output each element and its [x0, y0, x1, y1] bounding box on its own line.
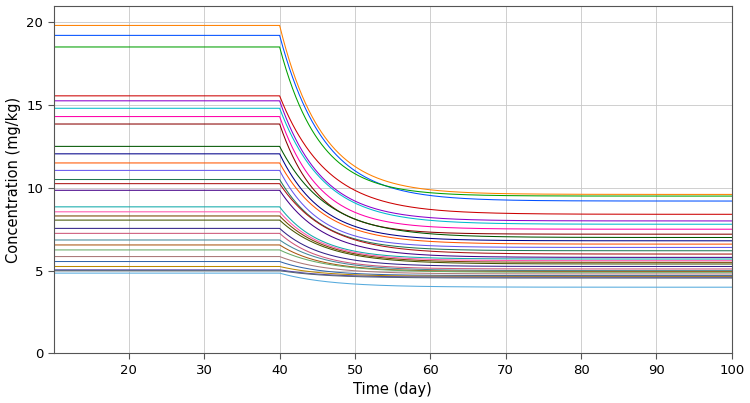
X-axis label: Time (day): Time (day) — [353, 382, 432, 397]
Y-axis label: Concentration (mg/kg): Concentration (mg/kg) — [5, 96, 20, 263]
